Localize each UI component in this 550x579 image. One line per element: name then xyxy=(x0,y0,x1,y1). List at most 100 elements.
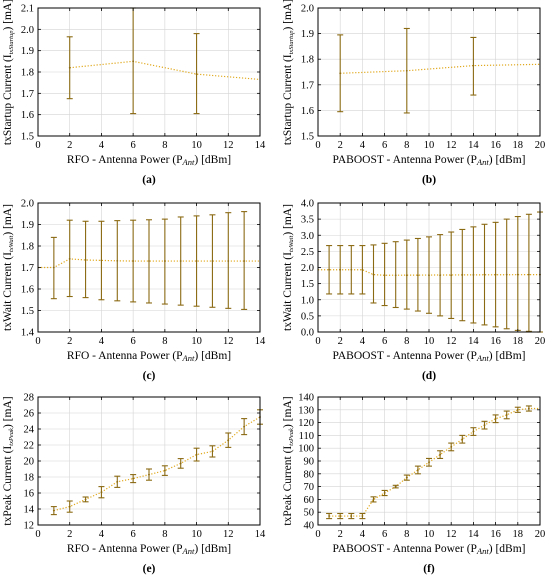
error-bar xyxy=(514,215,521,331)
data-point xyxy=(68,66,71,69)
y-tick-label: 120 xyxy=(298,418,314,429)
x-tick-label: 4 xyxy=(360,336,366,347)
data-point xyxy=(163,260,166,262)
y-tick-label: 1.8 xyxy=(21,68,34,79)
error-bar xyxy=(514,406,521,413)
y-axis-label: txStartup Current (ItxStartup) [mA] xyxy=(282,0,295,145)
x-tick-label: 0 xyxy=(35,529,40,540)
x-tick-label: 0 xyxy=(35,140,40,151)
x-tick-label: 10 xyxy=(191,529,202,540)
error-bar xyxy=(448,231,455,320)
data-point xyxy=(528,273,530,276)
error-bar xyxy=(414,237,421,312)
y-axis-label: txPeak Current (ItxPeak) [mA] xyxy=(2,396,15,525)
error-bar xyxy=(414,465,421,475)
error-bar xyxy=(492,221,499,328)
x-tick-label: 20 xyxy=(535,529,546,540)
data-point xyxy=(494,417,497,420)
y-tick-label: 1.5 xyxy=(21,132,34,143)
error-bar xyxy=(392,484,399,489)
data-point xyxy=(472,430,475,433)
data-point xyxy=(211,260,214,262)
x-tick-label: 12 xyxy=(446,140,457,151)
y-tick-label: 60 xyxy=(304,495,315,506)
y-axis-label-tail: ) [mA] xyxy=(2,396,14,428)
error-bar xyxy=(225,212,232,309)
chart-b: 0 2 4 6 8 10 12 14 16 18 20 1.5 1.6 1.7 1.8 1.9 2.0 PABOO… xyxy=(282,0,545,186)
error-bar xyxy=(459,434,466,444)
y-tick-label: 12 xyxy=(24,521,35,532)
y-tick-label: 26 xyxy=(24,409,35,420)
error-bar xyxy=(193,447,200,462)
data-point xyxy=(211,450,214,453)
y-tick-label: 3.5 xyxy=(301,215,314,226)
error-bar xyxy=(146,468,152,481)
data-point xyxy=(195,260,198,262)
x-tick-label: 14 xyxy=(468,140,479,151)
data-point xyxy=(439,274,441,277)
x-axis-label-sub: Ant xyxy=(182,157,195,167)
error-bar xyxy=(82,220,89,299)
error-bar xyxy=(98,486,105,499)
y-tick-label: 1.7 xyxy=(301,80,314,91)
y-tick-label: 80 xyxy=(304,469,315,480)
x-axis-label-main: RFO - Antenna Power (P xyxy=(67,350,183,362)
x-tick-label: 4 xyxy=(360,140,366,151)
x-axis-label-main: RFO - Antenna Power (P xyxy=(67,543,183,555)
error-bar xyxy=(359,512,366,520)
error-bar xyxy=(337,34,344,113)
x-tick-label: 20 xyxy=(535,140,546,151)
x-axis-label: RFO - Antenna Power (PAnt) [dBm] xyxy=(67,543,231,556)
data-point xyxy=(132,260,135,262)
x-tick-label: 0 xyxy=(315,140,320,151)
y-tick-label: 18 xyxy=(24,473,35,484)
x-tick-label: 6 xyxy=(131,529,136,540)
x-tick-label: 0 xyxy=(315,336,320,347)
data-point xyxy=(383,274,386,277)
data-point xyxy=(100,491,103,494)
y-axis-label-sub: txStartup xyxy=(8,30,15,55)
x-tick-label: 14 xyxy=(255,336,266,347)
error-bar xyxy=(381,489,388,497)
error-bar xyxy=(403,27,410,114)
y-tick-label: 1.7 xyxy=(21,89,34,100)
data-point xyxy=(100,259,103,262)
data-point xyxy=(339,268,342,271)
x-tick-label: 14 xyxy=(468,336,479,347)
y-tick-label: 1.6 xyxy=(21,285,34,296)
x-tick-label: 4 xyxy=(99,336,105,347)
error-bar xyxy=(114,475,121,488)
y-tick-label: 1.5 xyxy=(21,306,34,317)
y-tick-label: 1.8 xyxy=(21,242,34,253)
x-axis-label-main: PABOOST - Antenna Power (P xyxy=(333,350,477,362)
error-bar xyxy=(525,213,532,332)
error-bar xyxy=(370,496,377,503)
x-tick-label: 2 xyxy=(67,529,72,540)
data-point xyxy=(84,498,87,501)
y-axis-label-main: txStartup Current (I xyxy=(282,54,294,145)
x-axis-label: PABOOST - Antenna Power (PAnt) [dBm] xyxy=(333,543,526,556)
error-bar xyxy=(359,245,366,295)
error-bar xyxy=(50,236,57,300)
trend-line xyxy=(340,63,541,74)
x-tick-label: 18 xyxy=(513,336,524,347)
x-tick-label: 20 xyxy=(535,336,546,347)
data-point xyxy=(227,260,230,262)
x-tick-label: 2 xyxy=(67,336,72,347)
panel-label: (c) xyxy=(143,370,156,382)
data-point xyxy=(450,274,453,277)
data-point xyxy=(179,462,182,465)
x-tick-label: 6 xyxy=(382,140,387,151)
data-point xyxy=(227,439,230,442)
y-axis-label-sub: txPeak xyxy=(288,428,295,446)
x-tick-label: 8 xyxy=(162,140,167,151)
x-tick-label: 8 xyxy=(404,529,409,540)
data-point xyxy=(394,274,397,277)
data-point xyxy=(52,509,55,512)
error-bar xyxy=(50,506,57,516)
data-point xyxy=(179,260,182,262)
x-tick-label: 4 xyxy=(99,140,105,151)
error-bar xyxy=(492,414,499,424)
error-bar xyxy=(177,458,184,469)
y-axis-label-main: txStartup Current (I xyxy=(2,54,14,145)
